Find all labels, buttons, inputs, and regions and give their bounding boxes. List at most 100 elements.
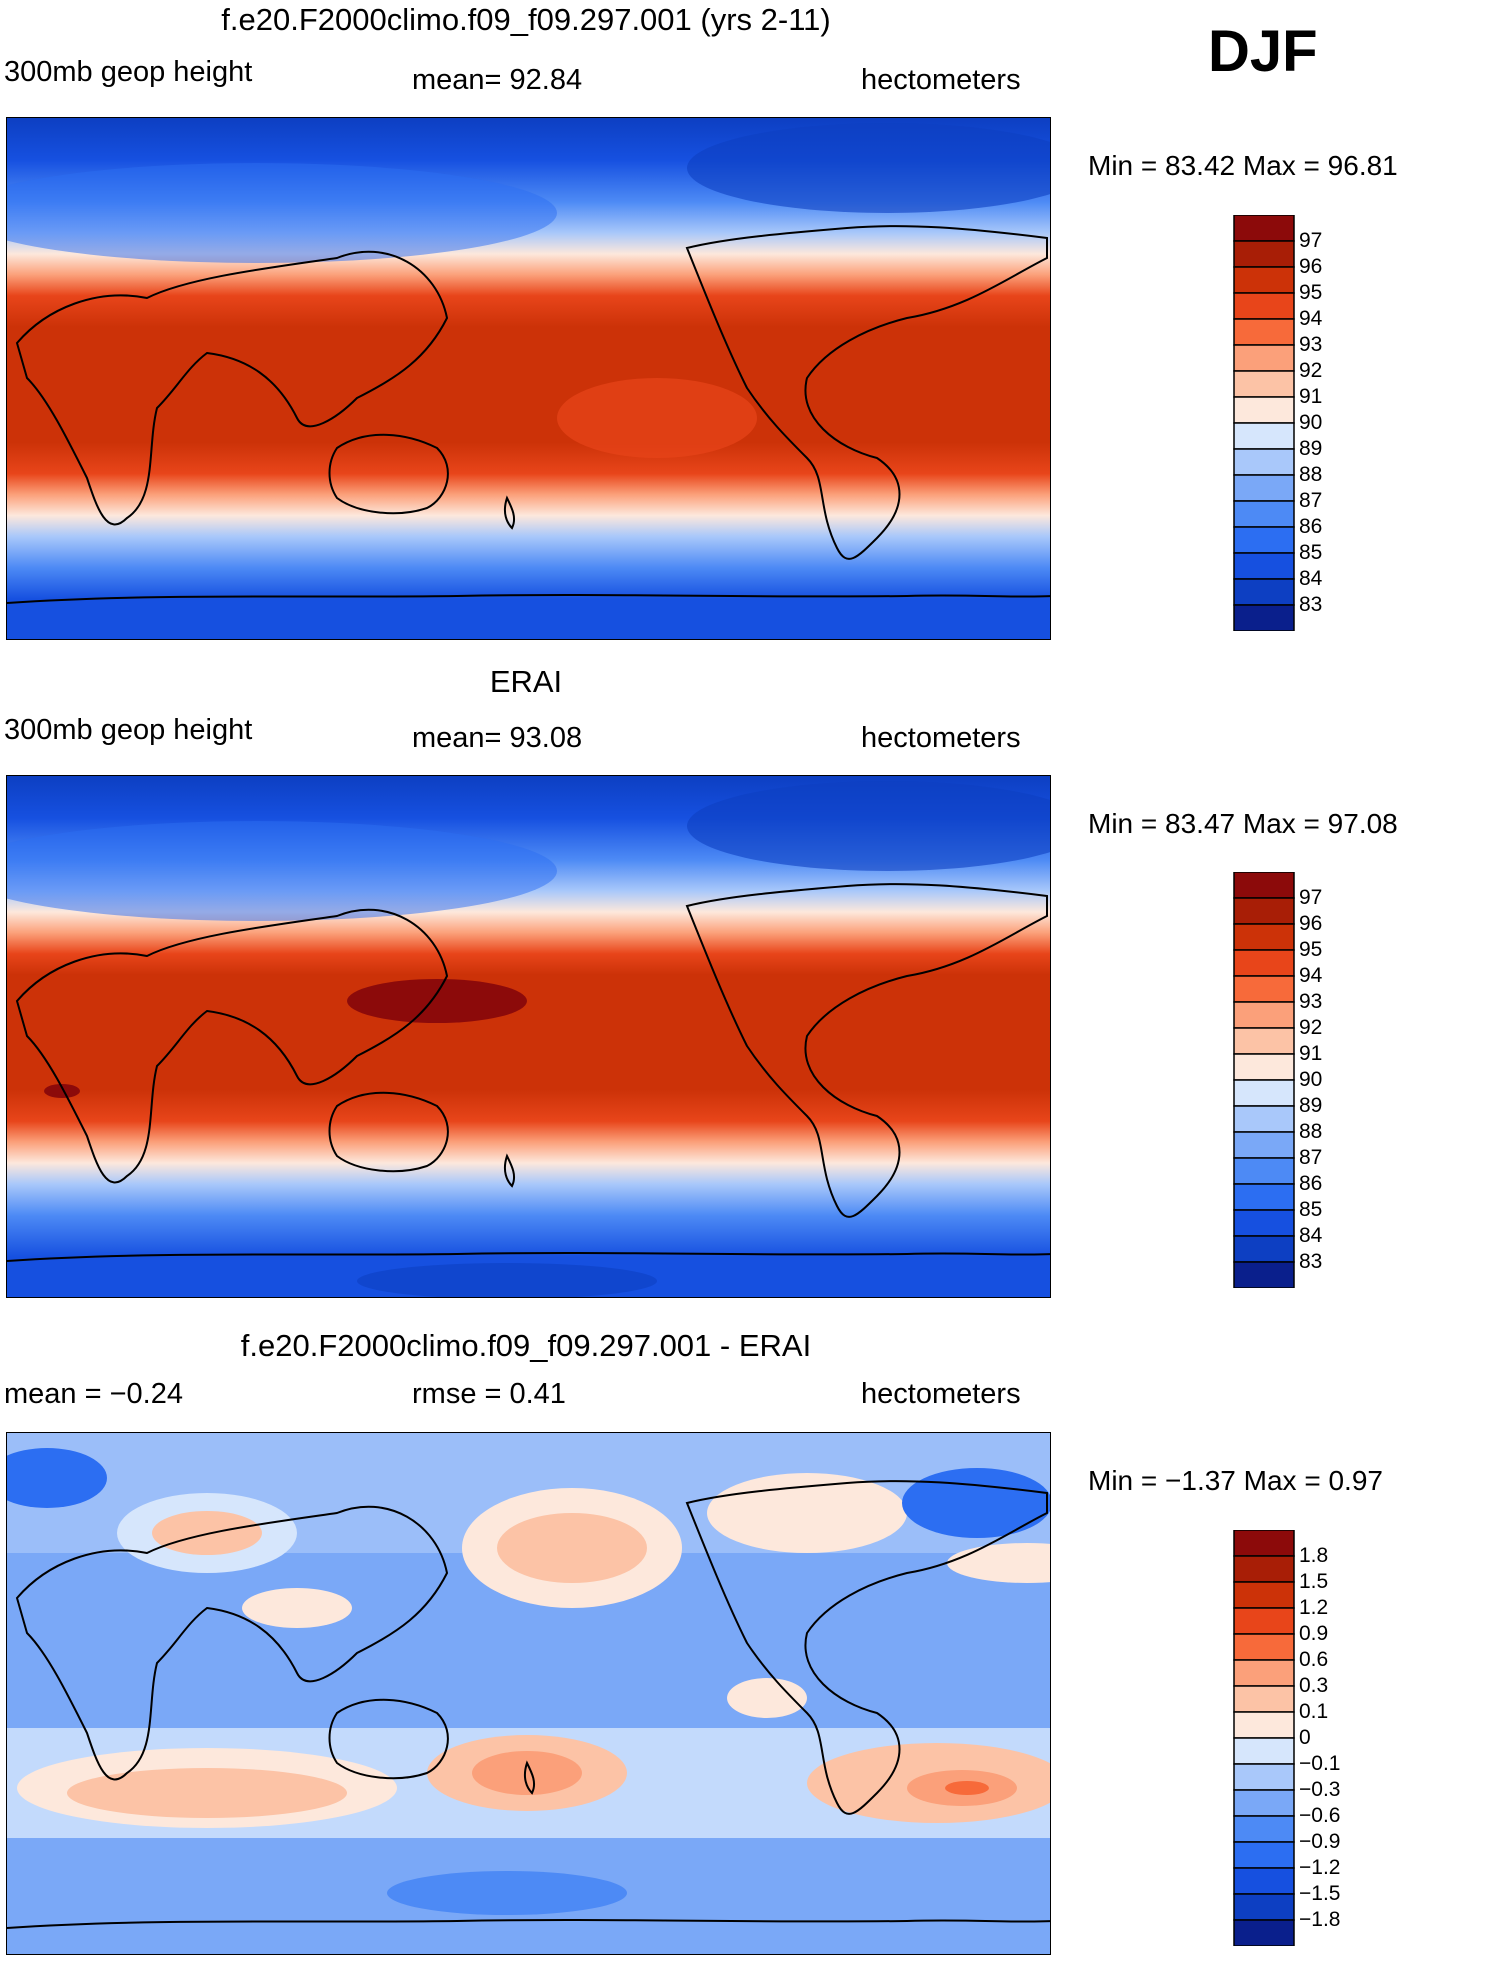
panel3-mean-label: mean = −0.24: [4, 1378, 183, 1410]
colorbar-tick-label: 92: [1299, 1016, 1323, 1039]
colorbar-swatch: [1233, 292, 1295, 320]
colorbar-tick-label: 83: [1299, 1250, 1323, 1273]
colorbar-swatch: [1233, 552, 1295, 580]
colorbar-swatch: [1233, 949, 1295, 977]
colorbar-swatch: [1233, 1737, 1295, 1765]
colorbar-swatch: [1233, 500, 1295, 528]
panel3-map: [6, 1432, 1051, 1955]
colorbar-tick-label: 97: [1299, 886, 1323, 909]
colorbar-tick-label: 93: [1299, 333, 1323, 356]
colorbar-swatch: [1233, 344, 1295, 372]
colorbar-swatch: [1233, 396, 1295, 424]
colorbar-tick-label: 84: [1299, 1224, 1323, 1247]
panel2-minmax: Min = 83.47 Max = 97.08: [1088, 808, 1398, 839]
colorbar-tick-label: 97: [1299, 229, 1323, 252]
panel1-units-label: hectometers: [861, 64, 1021, 96]
colorbar-tick-label: −0.9: [1299, 1830, 1341, 1853]
panel1-map: [6, 117, 1051, 640]
colorbar-tick-label: 1.5: [1299, 1570, 1329, 1593]
colorbar-tick-label: 0.6: [1299, 1648, 1329, 1671]
colorbar-tick-label: 0: [1299, 1726, 1311, 1749]
colorbar-tick-label: 91: [1299, 1042, 1323, 1065]
colorbar-tick-label: 89: [1299, 1094, 1323, 1117]
colorbar-tick-label: 85: [1299, 541, 1323, 564]
colorbar-swatch: [1233, 1633, 1295, 1661]
colorbar-tick-label: 90: [1299, 411, 1323, 434]
colorbar-swatch: [1233, 897, 1295, 925]
colorbar-tick-label: 87: [1299, 489, 1323, 512]
panel2-title: ERAI: [489, 664, 563, 699]
season-label: DJF: [1208, 19, 1318, 84]
colorbar-tick-label: 95: [1299, 281, 1323, 304]
panel3-title: f.e20.F2000climo.f09_f09.297.001 - ERAI: [240, 1328, 812, 1363]
colorbar-tick-label: 0.3: [1299, 1674, 1329, 1697]
panel1-colorbar: 97 96 95 94 93 92 91 90 89 88 87 86 85 84 83: [1233, 214, 1363, 635]
colorbar-swatch: [1233, 474, 1295, 502]
colorbar-tick-label: 84: [1299, 567, 1323, 590]
panel3-rmse-label: rmse = 0.41: [412, 1378, 566, 1410]
panel3-colorbar: 1.8 1.5 1.2 0.9 0.6 0.3 0.1 0 −0.1 −0.3 −0.6 −0.9 −1…: [1233, 1529, 1363, 1950]
colorbar-swatch: [1233, 266, 1295, 294]
panel2-colorbar-swatches: [1233, 871, 1295, 1289]
colorbar-swatch: [1233, 1685, 1295, 1713]
colorbar-tick-label: 88: [1299, 1120, 1323, 1143]
colorbar-swatch: [1233, 1659, 1295, 1687]
colorbar-swatch: [1233, 240, 1295, 268]
colorbar-tick-label: 94: [1299, 964, 1323, 987]
colorbar-swatch: [1233, 1763, 1295, 1791]
colorbar-tick-label: 96: [1299, 912, 1323, 935]
colorbar-swatch: [1233, 370, 1295, 398]
panel2-map: [6, 775, 1051, 1298]
colorbar-swatch: [1233, 1919, 1295, 1947]
colorbar-tick-label: 88: [1299, 463, 1323, 486]
colorbar-tick-label: 86: [1299, 515, 1323, 538]
colorbar-tick-label: 87: [1299, 1146, 1323, 1169]
colorbar-tick-label: −1.2: [1299, 1856, 1341, 1879]
colorbar-swatch: [1233, 1841, 1295, 1869]
panel3-map-svg: [7, 1433, 1050, 1954]
colorbar-tick-label: 0.9: [1299, 1622, 1329, 1645]
colorbar-swatch: [1233, 214, 1295, 242]
colorbar-tick-label: −0.3: [1299, 1778, 1341, 1801]
colorbar-tick-label: 91: [1299, 385, 1323, 408]
colorbar-tick-label: 83: [1299, 593, 1323, 616]
colorbar-tick-label: 92: [1299, 359, 1323, 382]
colorbar-tick-label: 94: [1299, 307, 1323, 330]
colorbar-swatch: [1233, 1157, 1295, 1185]
colorbar-tick-label: 95: [1299, 938, 1323, 961]
colorbar-swatch: [1233, 1789, 1295, 1817]
colorbar-tick-label: −1.8: [1299, 1908, 1341, 1931]
colorbar-swatch: [1233, 1183, 1295, 1211]
panel1-map-svg: [7, 118, 1050, 639]
panel1-minmax: Min = 83.42 Max = 96.81: [1088, 150, 1398, 181]
colorbar-tick-label: 86: [1299, 1172, 1323, 1195]
colorbar-tick-label: 1.2: [1299, 1596, 1329, 1619]
colorbar-swatch: [1233, 975, 1295, 1003]
colorbar-swatch: [1233, 1027, 1295, 1055]
colorbar-tick-label: 93: [1299, 990, 1323, 1013]
panel2-left-label: 300mb geop height: [4, 714, 253, 746]
colorbar-swatch: [1233, 1529, 1295, 1557]
colorbar-swatch: [1233, 871, 1295, 899]
colorbar-swatch: [1233, 923, 1295, 951]
colorbar-swatch: [1233, 318, 1295, 346]
panel2-units-label: hectometers: [861, 722, 1021, 754]
panel2-colorbar: 97 96 95 94 93 92 91 90 89 88 87 86 85 84 83: [1233, 871, 1363, 1292]
panel1-left-label: 300mb geop height: [4, 56, 253, 88]
colorbar-swatch: [1233, 1711, 1295, 1739]
colorbar-tick-label: −0.1: [1299, 1752, 1341, 1775]
colorbar-tick-label: 1.8: [1299, 1544, 1329, 1567]
colorbar-swatch: [1233, 1607, 1295, 1635]
panel1-title: f.e20.F2000climo.f09_f09.297.001 (yrs 2-…: [221, 2, 831, 37]
panel1-mean-label: mean= 92.84: [412, 64, 583, 96]
colorbar-swatch: [1233, 1261, 1295, 1289]
colorbar-swatch: [1233, 1555, 1295, 1583]
colorbar-swatch: [1233, 1053, 1295, 1081]
colorbar-swatch: [1233, 1867, 1295, 1895]
colorbar-tick-label: 0.1: [1299, 1700, 1329, 1723]
colorbar-tick-label: −1.5: [1299, 1882, 1341, 1905]
colorbar-swatch: [1233, 526, 1295, 554]
panel1-colorbar-swatches: [1233, 214, 1295, 632]
colorbar-swatch: [1233, 1209, 1295, 1237]
colorbar-tick-label: 89: [1299, 437, 1323, 460]
